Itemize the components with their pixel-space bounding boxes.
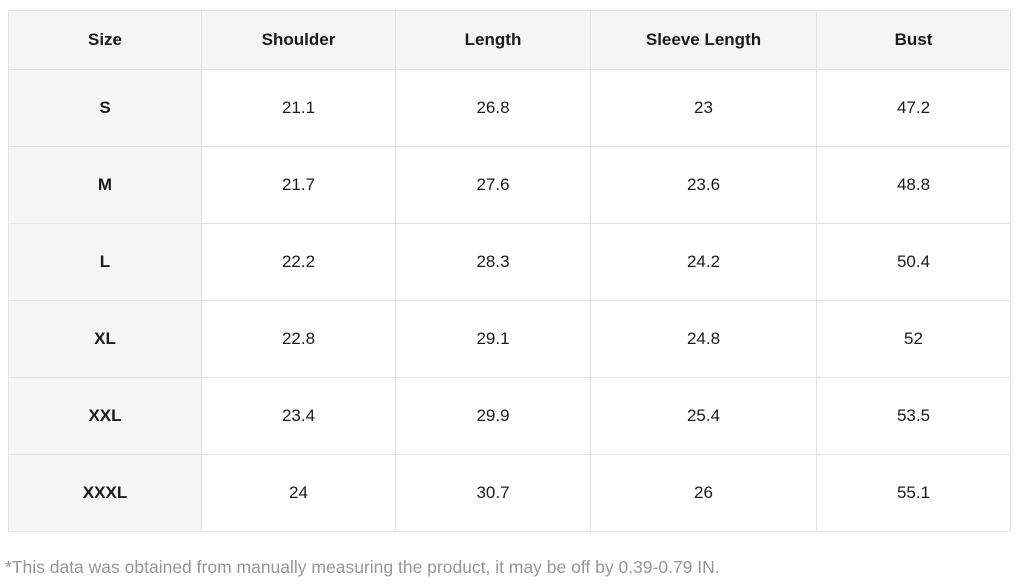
length-value-cell: 29.1 (395, 300, 591, 378)
bust-value-cell: 55.1 (816, 454, 1011, 532)
size-cell: L (8, 223, 202, 301)
shoulder-value-cell: 21.1 (201, 69, 396, 147)
table-row-xxl: XXL 23.4 29.9 25.4 53.5 (8, 377, 1011, 455)
length-value-cell: 28.3 (395, 223, 591, 301)
size-cell: XXXL (8, 454, 202, 532)
column-header-length: Length (395, 10, 591, 70)
shoulder-value-cell: 24 (201, 454, 396, 532)
sleeve-length-value-cell: 26 (590, 454, 817, 532)
column-header-bust: Bust (816, 10, 1011, 70)
column-header-shoulder: Shoulder (201, 10, 396, 70)
sleeve-length-value-cell: 24.2 (590, 223, 817, 301)
size-cell: XXL (8, 377, 202, 455)
length-value-cell: 27.6 (395, 146, 591, 224)
measurement-disclaimer: *This data was obtained from manually me… (5, 557, 720, 577)
sleeve-length-value-cell: 23 (590, 69, 817, 147)
table-row-xxxl: XXXL 24 30.7 26 55.1 (8, 454, 1011, 532)
table-row-s: S 21.1 26.8 23 47.2 (8, 69, 1011, 147)
bust-value-cell: 47.2 (816, 69, 1011, 147)
sleeve-length-value-cell: 24.8 (590, 300, 817, 378)
sleeve-length-value-cell: 25.4 (590, 377, 817, 455)
shoulder-value-cell: 21.7 (201, 146, 396, 224)
bust-value-cell: 52 (816, 300, 1011, 378)
size-cell: XL (8, 300, 202, 378)
length-value-cell: 30.7 (395, 454, 591, 532)
bust-value-cell: 48.8 (816, 146, 1011, 224)
sleeve-length-value-cell: 23.6 (590, 146, 817, 224)
shoulder-value-cell: 22.8 (201, 300, 396, 378)
column-header-sleeve-length: Sleeve Length (590, 10, 817, 70)
column-header-size: Size (8, 10, 202, 70)
length-value-cell: 26.8 (395, 69, 591, 147)
length-value-cell: 29.9 (395, 377, 591, 455)
bust-value-cell: 53.5 (816, 377, 1011, 455)
table-row-xl: XL 22.8 29.1 24.8 52 (8, 300, 1011, 378)
bust-value-cell: 50.4 (816, 223, 1011, 301)
shoulder-value-cell: 23.4 (201, 377, 396, 455)
table-row-l: L 22.2 28.3 24.2 50.4 (8, 223, 1011, 301)
size-cell: M (8, 146, 202, 224)
size-cell: S (8, 69, 202, 147)
table-row-m: M 21.7 27.6 23.6 48.8 (8, 146, 1011, 224)
size-chart-table: Size Shoulder Length Sleeve Length Bust … (8, 10, 1011, 532)
header-row: Size Shoulder Length Sleeve Length Bust (8, 10, 1011, 70)
shoulder-value-cell: 22.2 (201, 223, 396, 301)
